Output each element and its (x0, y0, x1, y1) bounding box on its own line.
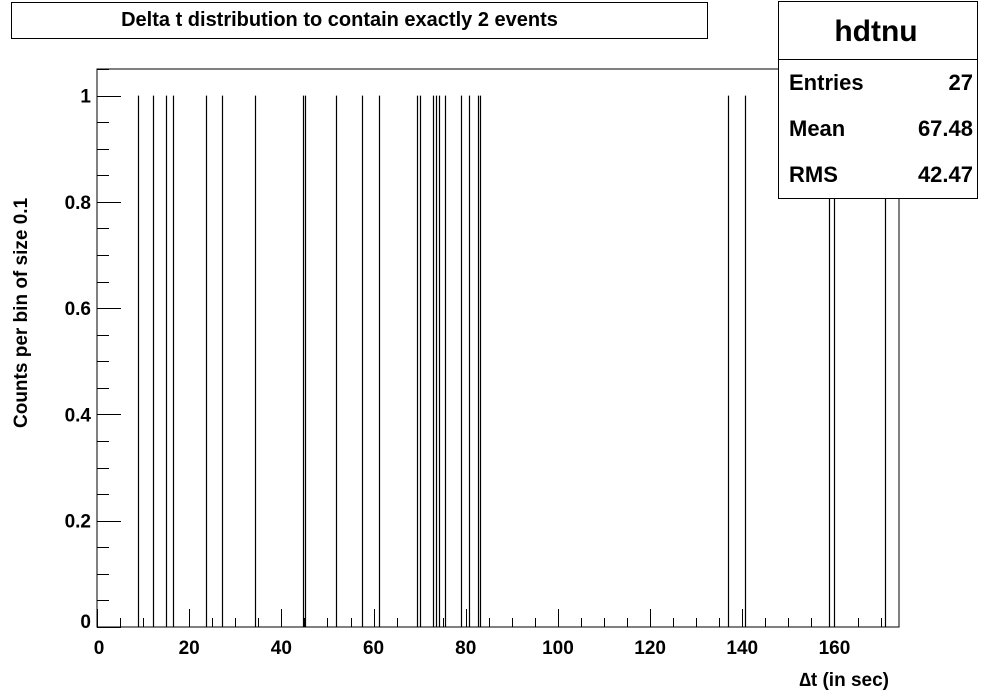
y-axis: 0 0.2 0.4 0.6 0.8 1 (65, 69, 121, 633)
stats-row-rms: RMS 42.47 (779, 152, 977, 198)
histogram-bars (137, 95, 887, 627)
rms-value: 42.47 (917, 162, 973, 187)
y-tick-label: 0.2 (65, 512, 91, 533)
plot-frame (96, 68, 900, 628)
stats-row-entries: Entries 27 (779, 60, 977, 106)
x-axis-label: ∆t (in sec) (799, 670, 889, 691)
y-axis-label: Counts per bin of size 0.1 (11, 197, 32, 428)
x-tick-label: 60 (363, 638, 384, 659)
x-tick-label: 0 (94, 638, 105, 659)
mean-label: Mean (789, 116, 846, 141)
y-tick-label: 0.8 (65, 193, 91, 214)
histogram-name: hdtnu (779, 2, 977, 60)
x-axis: 0 20 40 60 80 100 120 140 160 (94, 609, 882, 659)
y-tick-label: 0 (80, 612, 91, 633)
y-tick-label: 0.6 (65, 299, 91, 320)
mean-value: 67.48 (917, 116, 973, 141)
x-tick-label: 100 (542, 638, 574, 659)
y-tick-label: 1 (80, 87, 91, 108)
x-tick-label: 80 (455, 638, 476, 659)
x-tick-label: 20 (179, 638, 200, 659)
rms-label: RMS (789, 162, 838, 187)
chart-title: Delta t distribution to contain exactly … (11, 2, 708, 39)
entries-value: 27 (948, 70, 973, 95)
x-tick-label: 160 (819, 638, 851, 659)
stats-box: hdtnu Entries 27 Mean 67.48 RMS 42.47 (778, 1, 978, 199)
x-tick-label: 40 (271, 638, 292, 659)
stats-row-mean: Mean 67.48 (779, 106, 977, 152)
x-tick-label: 120 (634, 638, 666, 659)
y-tick-label: 0.4 (65, 405, 92, 426)
x-tick-label: 140 (726, 638, 758, 659)
entries-label: Entries (789, 70, 864, 95)
